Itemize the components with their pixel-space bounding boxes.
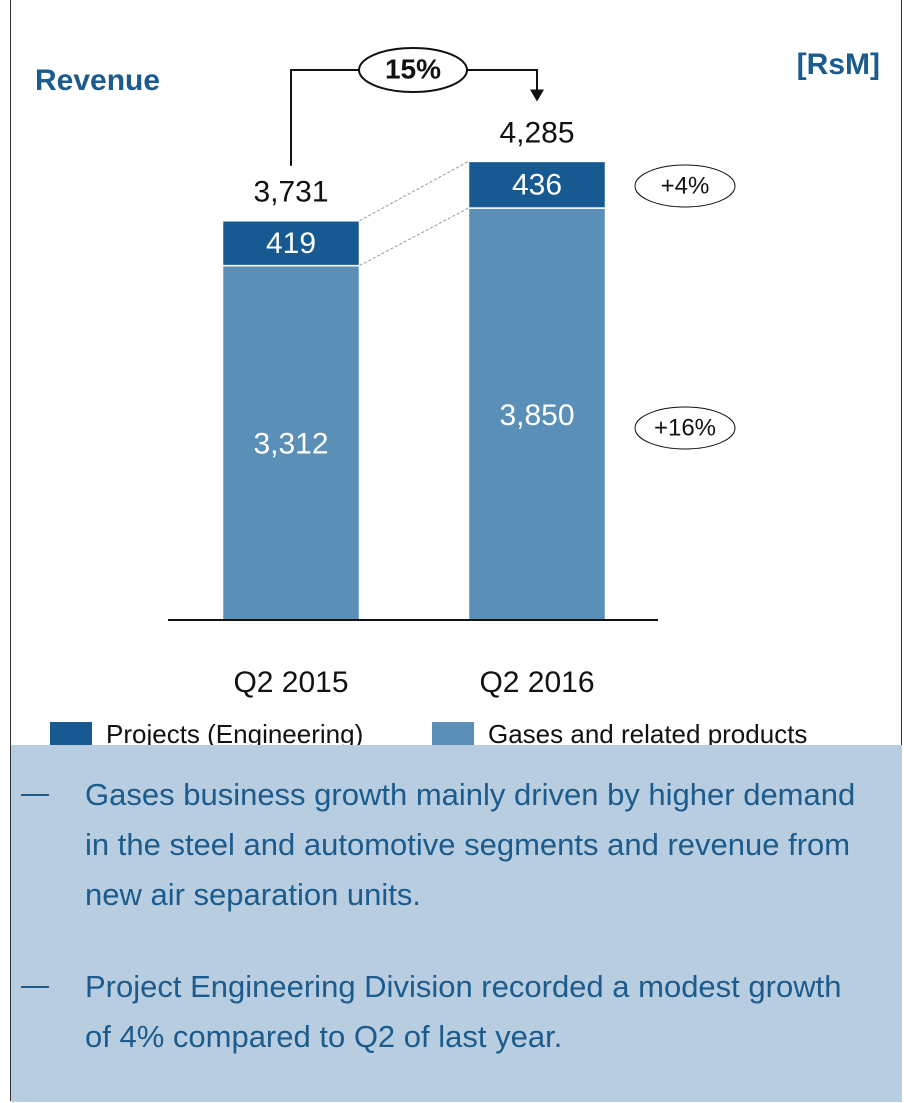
bullet-dash <box>21 794 49 796</box>
connector <box>359 207 469 267</box>
total-label: 3,731 <box>253 176 328 209</box>
unit-label: [RsM] <box>797 48 880 81</box>
value-label: 436 <box>512 169 562 202</box>
legend-label: Projects (Engineering) <box>106 719 363 745</box>
value-label: 3,312 <box>253 428 328 461</box>
chart: Revenue [RsM] 3,312 419 3,731 Q2 2015 3,850 4… <box>35 47 880 745</box>
bullet: Gases business growth mainly driven by h… <box>21 770 882 920</box>
chart-title: Revenue <box>35 64 160 97</box>
notes-panel: Gases business growth mainly driven by h… <box>11 745 902 1102</box>
value-label: 419 <box>266 227 316 260</box>
bar-segment <box>467 160 607 209</box>
bullet-text: Project Engineering Division recorded a … <box>85 969 842 1054</box>
growth-annotation: +4% <box>661 172 710 199</box>
bullet-dash <box>21 986 49 988</box>
arrow-head <box>530 89 544 102</box>
legend-label: Gases and related products <box>488 719 807 745</box>
bullet: Project Engineering Division recorded a … <box>21 962 882 1062</box>
legend-swatch <box>432 722 474 745</box>
growth-annotation: +16% <box>654 414 716 441</box>
growth-annotation: 15% <box>385 53 441 84</box>
growth-oval <box>634 164 736 208</box>
value-label: 3,850 <box>499 399 574 432</box>
growth-oval <box>358 47 468 93</box>
growth-oval <box>634 406 736 450</box>
x-tick-label: Q2 2016 <box>479 666 594 699</box>
legend-swatch <box>50 722 92 745</box>
bullet-text: Gases business growth mainly driven by h… <box>85 777 856 912</box>
bar-segment <box>221 220 361 267</box>
total-label: 4,285 <box>499 116 574 149</box>
x-tick-label: Q2 2015 <box>233 666 348 699</box>
connector <box>359 160 469 222</box>
